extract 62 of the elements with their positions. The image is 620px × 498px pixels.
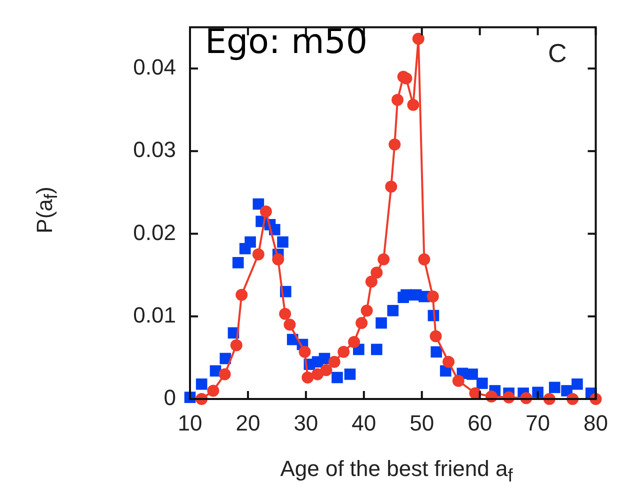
point xyxy=(418,253,430,266)
point xyxy=(370,344,382,356)
point xyxy=(260,205,272,218)
point xyxy=(244,236,256,248)
point xyxy=(548,382,560,394)
point xyxy=(387,304,399,316)
point xyxy=(252,248,264,260)
point xyxy=(232,257,244,268)
y-tick-label: 0.03 xyxy=(133,137,176,162)
annotation: C xyxy=(548,38,567,69)
y-tick-label: 0.04 xyxy=(133,54,176,80)
point xyxy=(272,253,284,266)
point xyxy=(284,318,296,331)
point xyxy=(279,308,292,320)
point xyxy=(426,290,439,303)
x-tick-label: 80 xyxy=(584,410,608,436)
point xyxy=(338,346,350,358)
point xyxy=(452,374,464,387)
point xyxy=(344,368,356,380)
point xyxy=(277,236,288,248)
point xyxy=(430,346,442,358)
x-axis-title: Age of the best friend a$_{f}$ xyxy=(279,456,514,486)
point xyxy=(320,364,332,376)
point xyxy=(572,378,583,390)
point xyxy=(230,339,242,352)
point xyxy=(332,372,343,384)
point xyxy=(442,356,455,368)
point xyxy=(360,304,373,317)
x-tick-label: 30 xyxy=(294,410,318,436)
point xyxy=(370,266,383,279)
x-tick-label: 70 xyxy=(526,410,550,436)
point xyxy=(196,378,208,390)
x-tick-label: 10 xyxy=(178,410,202,436)
x-tick-label: 50 xyxy=(410,410,434,436)
x-tick-label: 60 xyxy=(468,410,492,436)
annotation: Ego: m50 xyxy=(205,22,368,62)
y-tick-label: 0.02 xyxy=(133,220,176,245)
point xyxy=(388,138,401,151)
point xyxy=(236,288,248,301)
point xyxy=(356,316,368,329)
point xyxy=(348,336,360,348)
point xyxy=(407,98,420,111)
point xyxy=(430,330,442,342)
point xyxy=(365,276,378,288)
point xyxy=(378,253,390,266)
point xyxy=(385,180,398,193)
point xyxy=(207,384,220,397)
point xyxy=(218,368,231,380)
x-tick-label: 20 xyxy=(236,410,260,436)
x-tick-label: 40 xyxy=(352,410,376,436)
point xyxy=(302,372,314,384)
point xyxy=(298,346,311,358)
y-tick-label: 0.01 xyxy=(133,302,176,328)
point xyxy=(392,94,404,106)
point xyxy=(466,368,478,380)
y-tick-label: 0 xyxy=(164,385,176,410)
point xyxy=(252,198,264,210)
point xyxy=(328,356,340,368)
point xyxy=(412,32,424,45)
point xyxy=(476,378,488,389)
point xyxy=(220,352,232,364)
point xyxy=(376,317,387,329)
